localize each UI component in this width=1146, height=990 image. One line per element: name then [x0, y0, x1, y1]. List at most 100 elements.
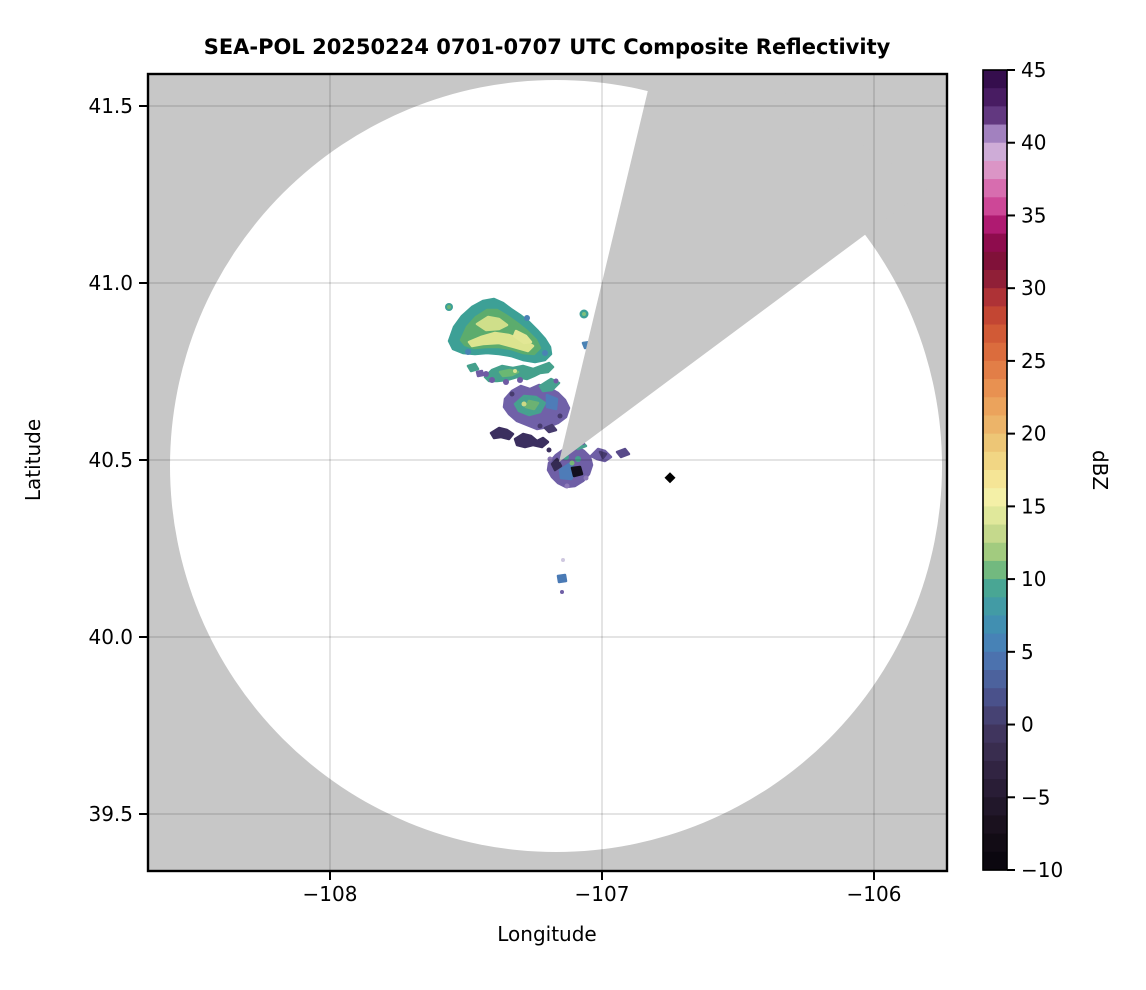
colorbar-band [983, 160, 1007, 180]
colorbar-band [983, 651, 1007, 671]
colorbar-band [983, 397, 1007, 417]
x-tick-label: −108 [303, 882, 358, 906]
echo-near-radar-indigo [550, 457, 563, 472]
echo-central-cluster-green [524, 399, 540, 411]
colorbar-band [983, 488, 1007, 507]
echo-nw-cell-streak3 [512, 329, 533, 345]
colorbar-tick-label: 30 [1021, 276, 1046, 300]
colorbar-band [983, 70, 1007, 89]
echo-speck-east-core [582, 312, 586, 316]
echo-south-speck-purple [560, 590, 564, 594]
echo-mid-strip-fringe2 [503, 379, 509, 385]
colorbar-band [983, 251, 1007, 271]
colorbar-band [983, 379, 1007, 398]
colorbar-band [983, 106, 1007, 126]
colorbar-band [983, 124, 1007, 144]
colorbar-band [983, 579, 1007, 598]
colorbar-tick-labels: 45 40 35 30 25 20 15 10 5 0 −5 −10 [1021, 58, 1063, 882]
colorbar-band [983, 633, 1007, 653]
echo-south-speck-blue [556, 573, 568, 584]
colorbar-band [983, 851, 1007, 871]
x-tick-label: −106 [847, 882, 902, 906]
colorbar-band [983, 688, 1007, 707]
colorbar-band [983, 142, 1007, 162]
echo-central-cluster-dark1 [509, 391, 515, 397]
echo-near-radar-black [570, 465, 584, 478]
colorbar-tick-label: −10 [1021, 858, 1063, 882]
colorbar-band [983, 524, 1007, 544]
colorbar-band [983, 506, 1007, 526]
colorbar-tick-label: 5 [1021, 640, 1034, 664]
echo-bit-below-nw1 [466, 362, 480, 373]
blocked-sector-wedge [559, 74, 928, 462]
colorbar-band [983, 815, 1007, 835]
echo-nw-cell-streak1 [467, 331, 535, 353]
colorbar-band [983, 288, 1007, 307]
colorbar-band [983, 360, 1007, 380]
echo-dark-worm2 [513, 432, 550, 449]
y-tick-label: 41.5 [88, 94, 133, 118]
echo-nw-cell-bluedot1 [524, 315, 530, 321]
colorbar-ticks [1007, 69, 1015, 871]
echo-dark-worm1 [489, 426, 515, 441]
axis-tick-labels: −108 −107 −106 41.5 41.0 40.5 40.0 39.5 [88, 94, 901, 906]
echo-near-radar-green [569, 460, 575, 466]
colorbar-band [983, 724, 1007, 744]
colorbar-band [983, 542, 1007, 562]
colorbar-tick-label: 10 [1021, 567, 1046, 591]
station-diamond-marker [664, 472, 676, 484]
echo-nw-cell-bluedot2 [542, 350, 548, 356]
colorbar-tick-label: 0 [1021, 713, 1034, 737]
colorbar-band [983, 88, 1007, 107]
reflectivity-echoes [445, 297, 631, 594]
colorbar-band [983, 760, 1007, 780]
colorbar-band [983, 615, 1007, 635]
colorbar-band [983, 470, 1007, 489]
colorbar-band [983, 833, 1007, 853]
echo-mid-strip-fringe3 [517, 377, 523, 383]
echo-dark-worm-dot [546, 447, 552, 453]
colorbar-band [983, 215, 1007, 235]
y-axis-label: Latitude [21, 419, 45, 501]
echo-nw-cell-bluedot3 [465, 349, 471, 355]
echo-dark-worm3 [543, 423, 558, 434]
colorbar-label: dBZ [1088, 450, 1112, 490]
echo-speck-west-core [447, 305, 451, 309]
colorbar-band [983, 415, 1007, 435]
echo-near-radar-teal2 [575, 456, 581, 462]
echo-central-cluster-dark2 [557, 413, 563, 419]
echo-near-radar-fringe1 [547, 456, 553, 462]
colorbar-band [983, 706, 1007, 726]
colorbar-band [983, 306, 1007, 326]
echo-central-cluster-blue [545, 393, 559, 411]
colorbar-tick-label: 25 [1021, 349, 1046, 373]
colorbar-band [983, 779, 1007, 798]
echo-central-cluster-dark3 [537, 423, 543, 429]
colorbar-band [983, 270, 1007, 289]
colorbar-band [983, 197, 1007, 217]
echo-south-speck-faint [561, 558, 565, 562]
colorbar-band [983, 433, 1007, 453]
colorbar-tick-label: 40 [1021, 131, 1046, 155]
echo-central-cluster-arm-dot [553, 378, 559, 384]
colorbar-tick-label: 15 [1021, 494, 1046, 518]
echo-mid-strip-yellow [513, 369, 517, 373]
colorbar [983, 70, 1007, 871]
colorbar-band [983, 233, 1007, 253]
y-tick-label: 40.5 [88, 448, 133, 472]
plot-title: SEA-POL 20250224 0701-0707 UTC Composite… [204, 35, 891, 59]
y-tick-label: 40.0 [88, 625, 133, 649]
colorbar-band [983, 560, 1007, 580]
colorbar-tick-label: 45 [1021, 58, 1046, 82]
colorbar-band [983, 179, 1007, 198]
colorbar-band [983, 451, 1007, 471]
echo-mid-strip-fringe4 [483, 371, 489, 377]
y-tick-label: 41.0 [88, 271, 133, 295]
echo-east-dash [615, 447, 631, 459]
axes-frame [146, 72, 949, 873]
echo-mid-strip-fringe1 [489, 377, 495, 383]
colorbar-band [983, 797, 1007, 817]
axis-ticks [139, 105, 875, 880]
colorbar-band [983, 670, 1007, 689]
